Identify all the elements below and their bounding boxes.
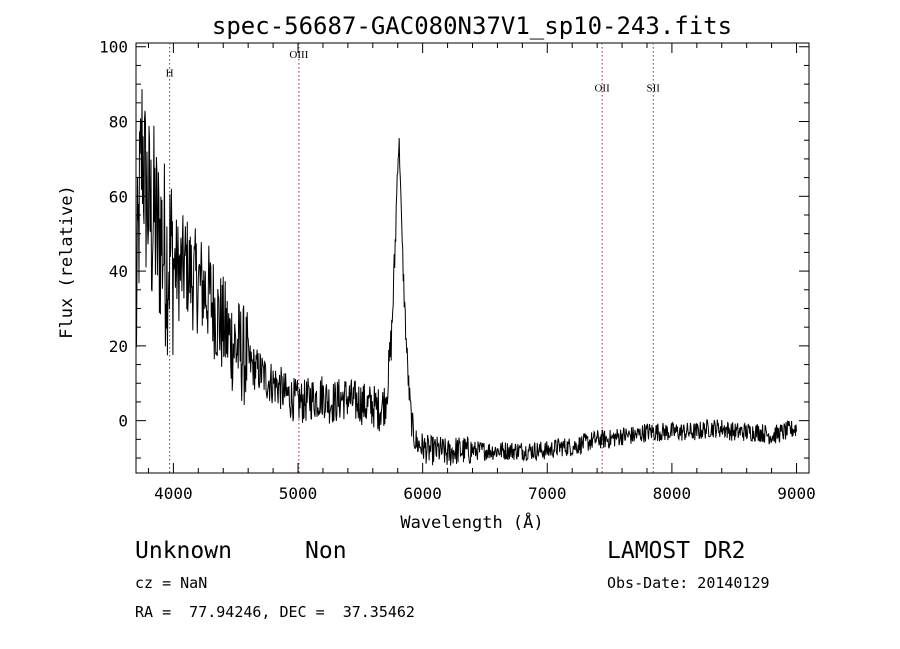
x-tick-label: 7000 (528, 484, 567, 503)
y-tick-label: 100 (99, 38, 128, 57)
plot-frame (135, 42, 810, 474)
marker-label-1: OIII (289, 49, 308, 61)
x-tick-label: 8000 (653, 484, 692, 503)
x-tick-label: 9000 (777, 484, 816, 503)
marker-label-3: SII (646, 83, 660, 95)
ra-dec: RA = 77.94246, DEC = 37.35462 (135, 603, 415, 621)
y-tick-label: 40 (109, 262, 128, 281)
x-axis: 4000 5000 6000 7000 8000 9000 (147, 43, 816, 503)
chart-title: spec-56687-GAC080N37V1_sp10-243.fits (212, 12, 732, 40)
x-axis-label: Wavelength (Å) (400, 511, 543, 533)
y-tick-label: 0 (118, 412, 128, 431)
object-subclass: Non (305, 538, 347, 564)
observation-date: Obs-Date: 20140129 (607, 574, 770, 592)
x-tick-label: 6000 (403, 484, 442, 503)
marker-label-2: OII (594, 83, 610, 95)
y-axis-label: Flux (relative) (57, 185, 77, 339)
x-tick-label: 5000 (279, 484, 318, 503)
spectrum-line (135, 89, 797, 466)
marker-label-0: H (166, 68, 174, 80)
y-tick-label: 80 (109, 113, 128, 132)
y-axis: 0 20 40 60 80 100 (99, 38, 809, 459)
line-markers: H OIII OII SII (166, 43, 660, 473)
x-tick-label: 4000 (154, 484, 193, 503)
y-tick-label: 60 (109, 187, 128, 206)
redshift-cz: cz = NaN (135, 574, 208, 592)
object-class: Unknown (135, 538, 232, 564)
survey-name: LAMOST DR2 (607, 538, 746, 564)
y-tick-label: 20 (109, 337, 128, 356)
series-group (135, 89, 797, 466)
